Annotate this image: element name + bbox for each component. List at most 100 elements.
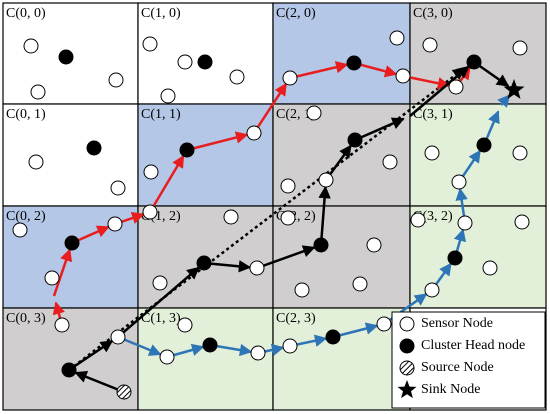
cluster-head: [476, 137, 492, 153]
cluster-head: [325, 329, 341, 345]
sensor-node: [389, 30, 405, 46]
nodes: [12, 30, 530, 400]
sensor-node: [306, 105, 322, 121]
route-link: [68, 339, 114, 372]
cluster-head: [179, 142, 195, 158]
route-link: [74, 370, 125, 394]
cell-grid: C(0, 0) C(1, 0) C(2, 0) C(3, 0) C(0, 1) C(1, …: [2, 2, 547, 411]
cell-label: C(0, 0): [6, 6, 46, 21]
sensor-node: [512, 145, 528, 161]
sensor-node: [142, 204, 158, 220]
sensor-node: [424, 282, 440, 298]
legend-icon: [397, 380, 417, 399]
sensor-node: [282, 338, 298, 354]
sensor-node: [107, 216, 123, 232]
sensor-node: [28, 154, 44, 170]
legend-icon: [399, 338, 415, 354]
cluster-head: [347, 132, 363, 148]
cluster-head: [64, 235, 80, 251]
sensor-node: [448, 79, 464, 95]
sensor-node: [44, 270, 60, 286]
cluster-head: [196, 255, 212, 271]
sensor-node: [482, 260, 498, 276]
cell-label: C(2, 1): [276, 107, 316, 122]
sensor-node: [223, 209, 239, 225]
sensor-node: [410, 212, 426, 228]
sensor-node: [108, 72, 124, 88]
sensor-node: [282, 70, 298, 86]
sensor-node: [23, 38, 39, 54]
cell-label: C(1, 0): [141, 6, 181, 21]
sensor-node: [250, 345, 266, 361]
cell-label: C(2, 3): [276, 311, 316, 326]
sensor-node: [249, 260, 265, 276]
sensor-node: [424, 145, 440, 161]
sensor-node: [376, 316, 392, 332]
route-link: [52, 248, 73, 297]
sensor-node: [352, 276, 368, 292]
sensor-node: [152, 275, 168, 291]
cluster-head: [197, 54, 213, 70]
legend-icon: [399, 316, 415, 332]
cluster-head: [313, 237, 329, 253]
legend-label: Sink Node: [421, 382, 481, 397]
sensor-node: [366, 237, 382, 253]
route-link: [383, 293, 428, 326]
cluster-head: [61, 362, 77, 378]
route-link: [409, 65, 470, 117]
sensor-node: [395, 68, 411, 84]
sensor-node: [143, 164, 159, 180]
legend-label: Cluster Head node: [421, 338, 525, 353]
cell-label: C(1, 3): [141, 311, 181, 326]
sensor-node: [177, 54, 193, 70]
cell-label: C(3, 0): [413, 6, 453, 21]
legend-icon: [399, 360, 415, 376]
sensor-node: [514, 214, 530, 230]
sensor-node: [177, 317, 193, 333]
route-link: [203, 260, 252, 273]
sensor-node: [30, 84, 46, 100]
legend-label: Source Node: [421, 360, 494, 375]
cell: [2, 307, 139, 411]
sensor-node: [229, 69, 245, 85]
cell-label: C(1, 1): [141, 107, 181, 122]
route-link: [186, 131, 249, 152]
sensor-node: [54, 317, 70, 333]
cell-label: C(0, 2): [6, 209, 46, 224]
sensor-node: [160, 88, 176, 104]
route-link: [318, 185, 331, 246]
sensor-node: [159, 349, 175, 365]
route-link: [289, 61, 349, 80]
cell-label: C(2, 0): [276, 6, 316, 21]
legend-label: Sensor Node: [421, 316, 493, 331]
route-link: [117, 266, 200, 338]
legend-box: [391, 311, 546, 409]
sensor-node: [457, 215, 473, 231]
cell-label: C(0, 3): [6, 311, 46, 326]
sensor-node: [110, 329, 126, 345]
sensor-node: [422, 37, 438, 53]
route-link: [117, 335, 162, 356]
sensor-node: [280, 210, 296, 226]
route-link: [332, 322, 379, 339]
cell: [272, 2, 411, 105]
sensor-node: [142, 36, 158, 52]
sensor-node: [318, 172, 334, 188]
route-link: [256, 245, 316, 270]
sensor-node: [110, 180, 126, 196]
sensor-node: [451, 174, 467, 190]
route-link: [148, 154, 185, 213]
cluster-head: [466, 54, 482, 70]
cluster-head: [447, 250, 463, 266]
route-link: [497, 94, 511, 108]
cluster-head: [58, 49, 74, 65]
cluster-head: [202, 337, 218, 353]
cell-label: C(3, 1): [413, 107, 453, 122]
sink-node: [503, 79, 525, 99]
legend: Sensor Node Cluster Head node Source Node S…: [391, 311, 546, 409]
source-node: [116, 384, 132, 400]
cluster-head: [346, 55, 362, 71]
sensor-node: [382, 154, 398, 170]
sensor-node: [294, 282, 310, 298]
